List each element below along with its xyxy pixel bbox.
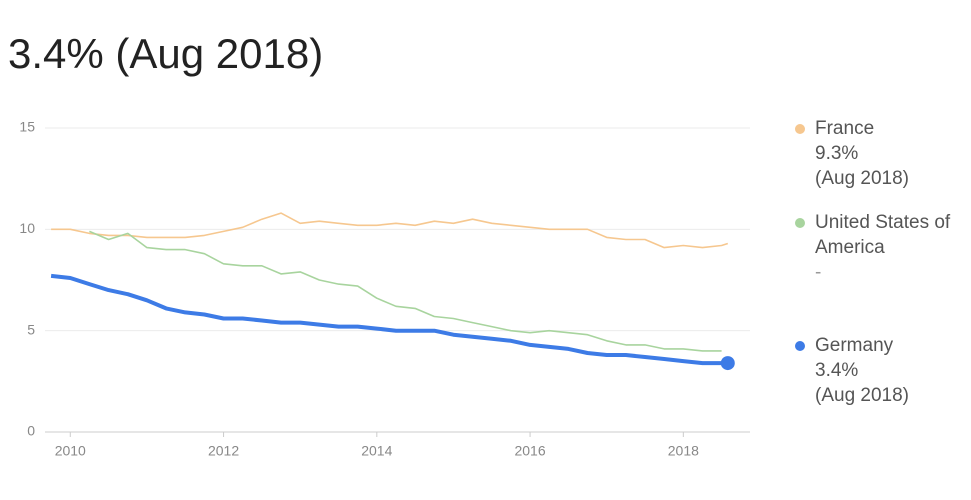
y-tick-label: 5 — [27, 321, 35, 337]
legend-name: United States of America — [815, 212, 951, 258]
x-tick-label: 2012 — [208, 443, 239, 459]
legend-item[interactable]: Germany 3.4% (Aug 2018) — [795, 333, 970, 408]
legend-date: (Aug 2018) — [815, 168, 910, 189]
line — [89, 230, 722, 352]
line — [51, 212, 729, 249]
end-marker — [720, 356, 735, 371]
legend-name: Germany — [815, 335, 894, 356]
legend-latest: - — [815, 262, 822, 283]
legend-latest: 3.4% — [815, 360, 859, 381]
x-tick-label: 2014 — [361, 443, 392, 459]
legend-latest: 9.3% — [815, 143, 859, 164]
chart-title: 3.4% (Aug 2018) — [8, 30, 324, 77]
y-tick-label: 10 — [19, 220, 35, 236]
legend-text: Germany 3.4% (Aug 2018) — [815, 333, 970, 408]
legend-item[interactable]: France 9.3% (Aug 2018) — [795, 116, 970, 191]
legend-swatch — [795, 124, 805, 134]
legend-swatch — [795, 218, 805, 228]
x-tick-label: 2016 — [514, 443, 545, 459]
y-tick-label: 15 — [19, 119, 35, 135]
legend-name: France — [815, 118, 875, 139]
x-tick-label: 2018 — [668, 443, 699, 459]
x-tick-label: 2010 — [55, 443, 86, 459]
legend-item[interactable]: United States of America - — [795, 210, 970, 285]
legend-text: France 9.3% (Aug 2018) — [815, 116, 970, 191]
line — [50, 273, 728, 366]
legend-date: (Aug 2018) — [815, 385, 910, 406]
legend-text: United States of America - — [815, 210, 970, 285]
legend-swatch — [795, 341, 805, 351]
y-tick-label: 0 — [27, 423, 35, 439]
